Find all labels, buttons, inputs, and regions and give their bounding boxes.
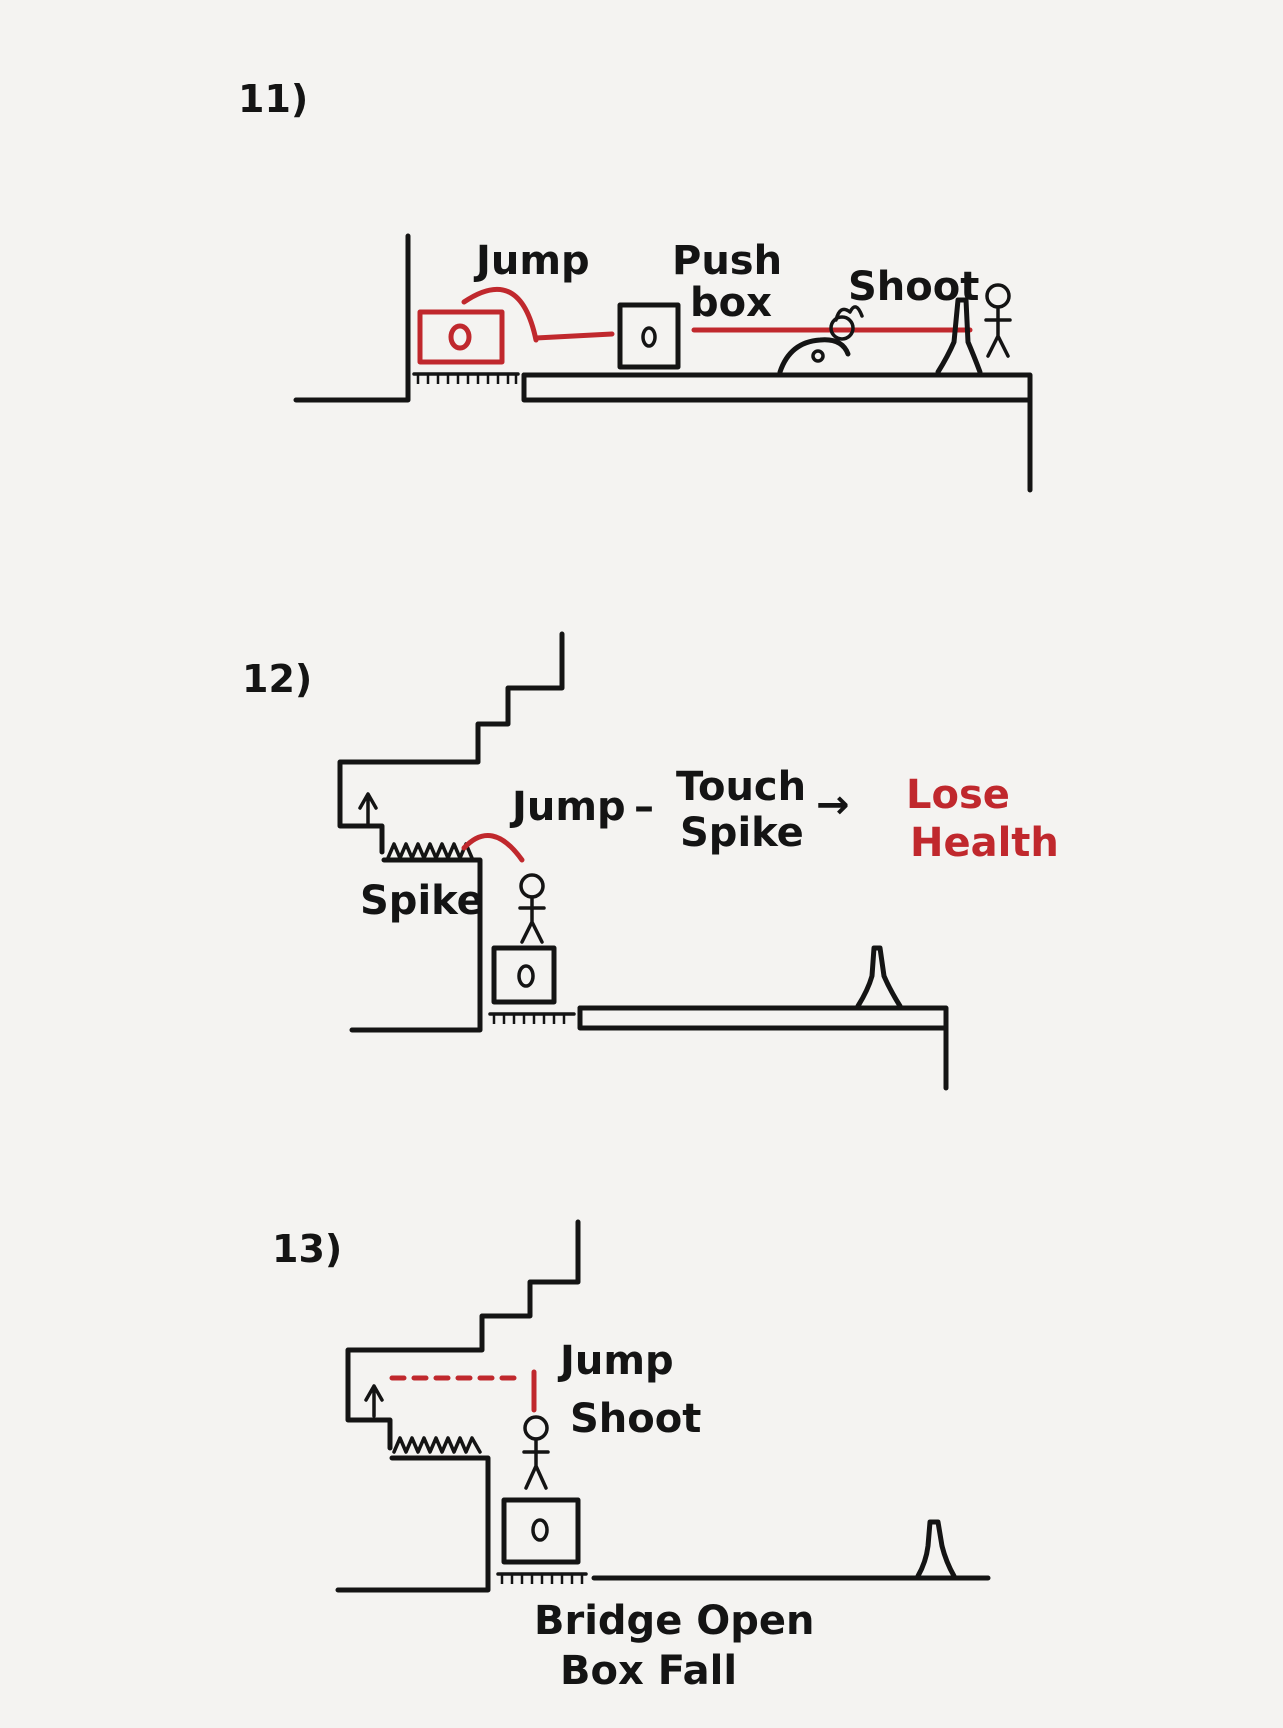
- health-label: Health: [910, 820, 1059, 866]
- terrain: [337, 631, 949, 1091]
- push-path: [533, 331, 615, 341]
- box-icon: [417, 309, 505, 365]
- push-label: Push: [672, 238, 782, 284]
- touch-label: Touch: [676, 764, 806, 810]
- lose-label: Lose: [906, 772, 1010, 818]
- box-icon: [617, 302, 681, 370]
- jump-label: Jump: [509, 784, 626, 830]
- up-arrow-icon: [364, 1384, 384, 1418]
- shoot-label: Shoot: [570, 1396, 701, 1442]
- turret-icon: [935, 297, 983, 375]
- panel-11: 11): [238, 77, 1033, 493]
- spike-verb-label: Spike: [680, 810, 804, 856]
- goal-post-icon: [915, 1519, 957, 1579]
- terrain: [293, 233, 1033, 493]
- panel-number: 13): [272, 1227, 342, 1271]
- stick-figure-icon: [984, 283, 1012, 358]
- jump-label: Jump: [473, 238, 590, 284]
- turret-icon: [855, 945, 903, 1009]
- up-arrow-icon: [358, 792, 378, 826]
- stick-figure-icon: [518, 873, 546, 944]
- stick-figure-icon: [522, 1415, 550, 1490]
- spike-label: Spike: [360, 878, 484, 924]
- panel-number: 11): [238, 77, 308, 121]
- spike-icon: [386, 842, 474, 860]
- panel-number: 12): [242, 657, 312, 701]
- jump-arc: [461, 286, 539, 343]
- jump-label: Jump: [557, 1338, 674, 1384]
- enemy-blob-icon: [777, 305, 864, 375]
- box-label: box: [690, 280, 772, 326]
- arrow-label: →: [816, 782, 850, 828]
- jump-arc: [461, 833, 525, 863]
- terrain: [335, 1219, 991, 1593]
- shoot-label: Shoot: [848, 264, 979, 310]
- dash-label: –: [634, 784, 654, 830]
- spike-icon: [392, 1436, 482, 1454]
- box-fall-label: Box Fall: [560, 1648, 737, 1694]
- panel-13: 13): [272, 1219, 991, 1694]
- box-icon: [491, 945, 557, 1005]
- bridge-open-label: Bridge Open: [534, 1598, 815, 1644]
- bridge-hatch: [412, 372, 520, 384]
- box-icon: [501, 1497, 581, 1565]
- bridge-hatch: [488, 1012, 576, 1024]
- panel-12: 12): [242, 631, 1059, 1091]
- bridge-hatch: [496, 1572, 588, 1584]
